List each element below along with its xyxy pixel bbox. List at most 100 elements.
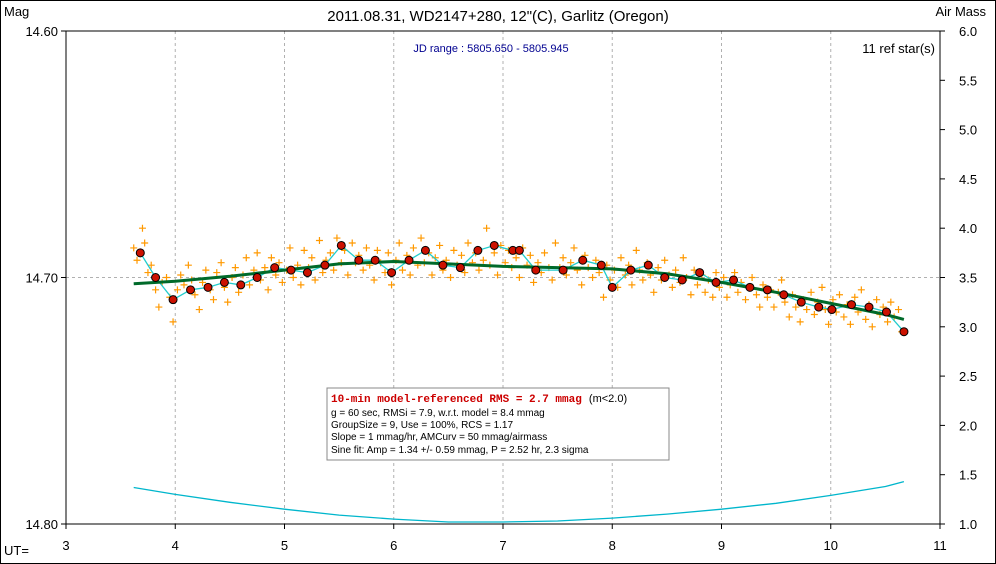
raw-data-point bbox=[595, 269, 603, 277]
stats-rms-suffix: (m<2.0) bbox=[589, 393, 627, 405]
raw-data-point bbox=[457, 251, 465, 259]
y-right-tick-label: 3.5 bbox=[959, 271, 977, 286]
y-right-tick-label: 4.5 bbox=[959, 172, 977, 187]
raw-data-point bbox=[180, 281, 188, 289]
y-right-tick-label: 6.0 bbox=[959, 24, 977, 39]
binned-data-point bbox=[203, 282, 213, 292]
raw-data-point bbox=[530, 278, 538, 286]
raw-data-point bbox=[534, 259, 542, 267]
raw-data-point bbox=[144, 269, 152, 277]
raw-data-point bbox=[289, 274, 297, 281]
y-axis-right-ticks: 6.0 5.5 5.0 4.5 4.0 3.5 3.0 2.5 2.0 1.5 1.0 bbox=[940, 24, 977, 532]
raw-data-point bbox=[778, 276, 786, 284]
raw-data-point bbox=[155, 303, 163, 311]
raw-data-point bbox=[548, 276, 556, 284]
raw-data-point bbox=[272, 271, 280, 279]
raw-data-point bbox=[846, 320, 854, 328]
y-left-tick-label: 14.60 bbox=[25, 24, 58, 39]
raw-data-point bbox=[709, 293, 717, 301]
raw-data-point bbox=[701, 288, 709, 296]
raw-data-point bbox=[428, 271, 436, 279]
binned-data-point bbox=[779, 290, 789, 300]
jd-range-label: JD range : 5805.650 - 5805.945 bbox=[413, 43, 568, 55]
raw-data-point bbox=[792, 303, 800, 311]
raw-data-point bbox=[578, 281, 586, 289]
raw-data-point bbox=[807, 288, 815, 296]
x-tick-label: 4 bbox=[172, 538, 179, 553]
raw-data-point bbox=[152, 286, 160, 294]
stats-line-4: Slope = 1 mmag/hr, AMCurv = 50 mmag/airm… bbox=[331, 432, 547, 443]
raw-data-point bbox=[297, 281, 305, 289]
y-right-tick-label: 2.0 bbox=[959, 418, 977, 433]
binned-data-point bbox=[814, 302, 824, 312]
binned-data-point bbox=[531, 265, 541, 275]
binned-data-point bbox=[336, 240, 346, 250]
binned-data-point bbox=[320, 260, 330, 270]
raw-data-point bbox=[628, 281, 636, 289]
raw-data-point bbox=[326, 249, 334, 257]
raw-data-point bbox=[763, 293, 771, 301]
raw-data-point bbox=[177, 271, 185, 279]
raw-data-point bbox=[857, 286, 865, 294]
binned-data-point bbox=[881, 307, 891, 317]
binned-data-point bbox=[473, 245, 483, 255]
binned-data-point bbox=[135, 248, 145, 258]
binned-data-point bbox=[236, 280, 246, 290]
y-right-tick-label: 1.0 bbox=[959, 517, 977, 532]
stats-box: 10-min model-referenced RMS = 2.7 mmag (… bbox=[326, 387, 670, 461]
raw-data-point bbox=[567, 259, 575, 267]
y-axis-label-right: Air Mass bbox=[935, 4, 986, 19]
raw-data-point bbox=[650, 288, 658, 296]
x-tick-label: 11 bbox=[933, 538, 947, 553]
raw-data-point bbox=[734, 288, 742, 296]
x-tick-label: 6 bbox=[390, 538, 397, 553]
x-tick-label: 8 bbox=[609, 538, 616, 553]
x-tick-label: 7 bbox=[499, 538, 506, 553]
raw-data-point bbox=[267, 254, 275, 262]
raw-data-point bbox=[868, 323, 876, 331]
binned-data-point bbox=[729, 275, 739, 285]
raw-data-point bbox=[654, 264, 662, 272]
raw-data-point bbox=[447, 274, 455, 281]
raw-data-point bbox=[373, 246, 381, 254]
raw-data-point bbox=[195, 306, 203, 314]
raw-data-point bbox=[748, 274, 756, 281]
stats-line-5: Sine fit: Amp = 1.34 +/- 0.59 mmag, P = … bbox=[331, 445, 589, 456]
raw-data-point bbox=[515, 274, 523, 281]
raw-data-point bbox=[398, 266, 406, 274]
binned-data-point bbox=[558, 265, 568, 275]
binned-data-point bbox=[438, 260, 448, 270]
raw-data-point bbox=[720, 274, 728, 281]
raw-data-point bbox=[431, 254, 439, 262]
raw-data-point bbox=[687, 291, 695, 299]
binned-data-point bbox=[387, 268, 397, 278]
raw-data-point bbox=[756, 303, 764, 311]
raw-data-point bbox=[840, 313, 848, 321]
raw-data-point bbox=[723, 293, 731, 301]
raw-data-point bbox=[785, 313, 793, 321]
binned-data-point bbox=[168, 295, 178, 305]
binned-data-points bbox=[135, 240, 909, 337]
raw-data-point bbox=[213, 269, 221, 277]
raw-data-point bbox=[818, 283, 826, 291]
binned-data-point bbox=[660, 273, 670, 282]
raw-data-point bbox=[286, 244, 294, 252]
raw-data-point bbox=[264, 286, 272, 294]
raw-data-point bbox=[191, 291, 199, 299]
raw-data-point bbox=[894, 306, 902, 314]
binned-data-point bbox=[404, 255, 414, 265]
raw-data-point bbox=[887, 298, 895, 306]
raw-data-point bbox=[873, 296, 881, 304]
binned-data-point bbox=[252, 273, 262, 282]
raw-data-point bbox=[592, 256, 600, 264]
raw-data-point bbox=[835, 291, 843, 299]
binned-data-point bbox=[354, 255, 364, 265]
binned-data-point bbox=[302, 268, 312, 278]
raw-data-point bbox=[209, 296, 217, 304]
binned-data-point bbox=[607, 282, 617, 292]
binned-data-point bbox=[420, 245, 430, 255]
raw-data-point bbox=[742, 296, 750, 304]
binned-data-point bbox=[745, 282, 755, 292]
raw-data-point bbox=[632, 246, 640, 254]
raw-data-point bbox=[770, 303, 778, 311]
